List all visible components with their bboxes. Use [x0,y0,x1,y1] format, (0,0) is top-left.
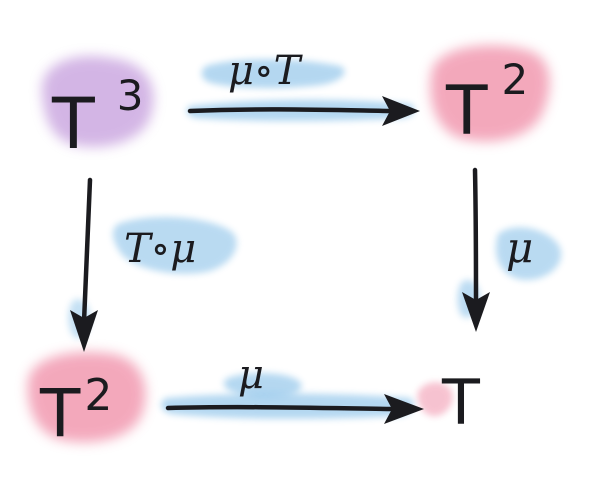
node-bottom-right-base: T [441,366,481,439]
node-bottom-left-base: T [39,375,81,452]
wash-left-label [112,217,237,274]
node-top-right-base: T [445,72,488,151]
wash-top-label [201,59,345,89]
wash-right-label [495,227,562,280]
label-left: T∘μ [124,226,196,272]
arrow-left [70,177,98,352]
wash-bottom-left [27,352,146,443]
watercolor-washes [27,45,562,443]
node-bottom-right: T [441,366,481,439]
wash-top-left [41,56,154,147]
node-bottom-left: T2 [39,370,112,452]
node-top-right-exp: 2 [502,55,529,104]
label-bottom: μ [238,352,264,398]
wash-top-right [430,45,550,142]
label-right: μ [506,223,533,272]
arrow-top [187,96,420,126]
node-top-left-exp: 3 [117,71,144,120]
label-top: μ∘T [228,48,304,94]
node-bottom-left-exp: 2 [84,370,112,421]
wash-bottom-right [417,382,453,417]
node-top-left-base: T [51,83,95,165]
arrow-right [462,167,490,332]
wash-bottom-label [223,373,302,397]
arrow-bottom [165,394,424,424]
